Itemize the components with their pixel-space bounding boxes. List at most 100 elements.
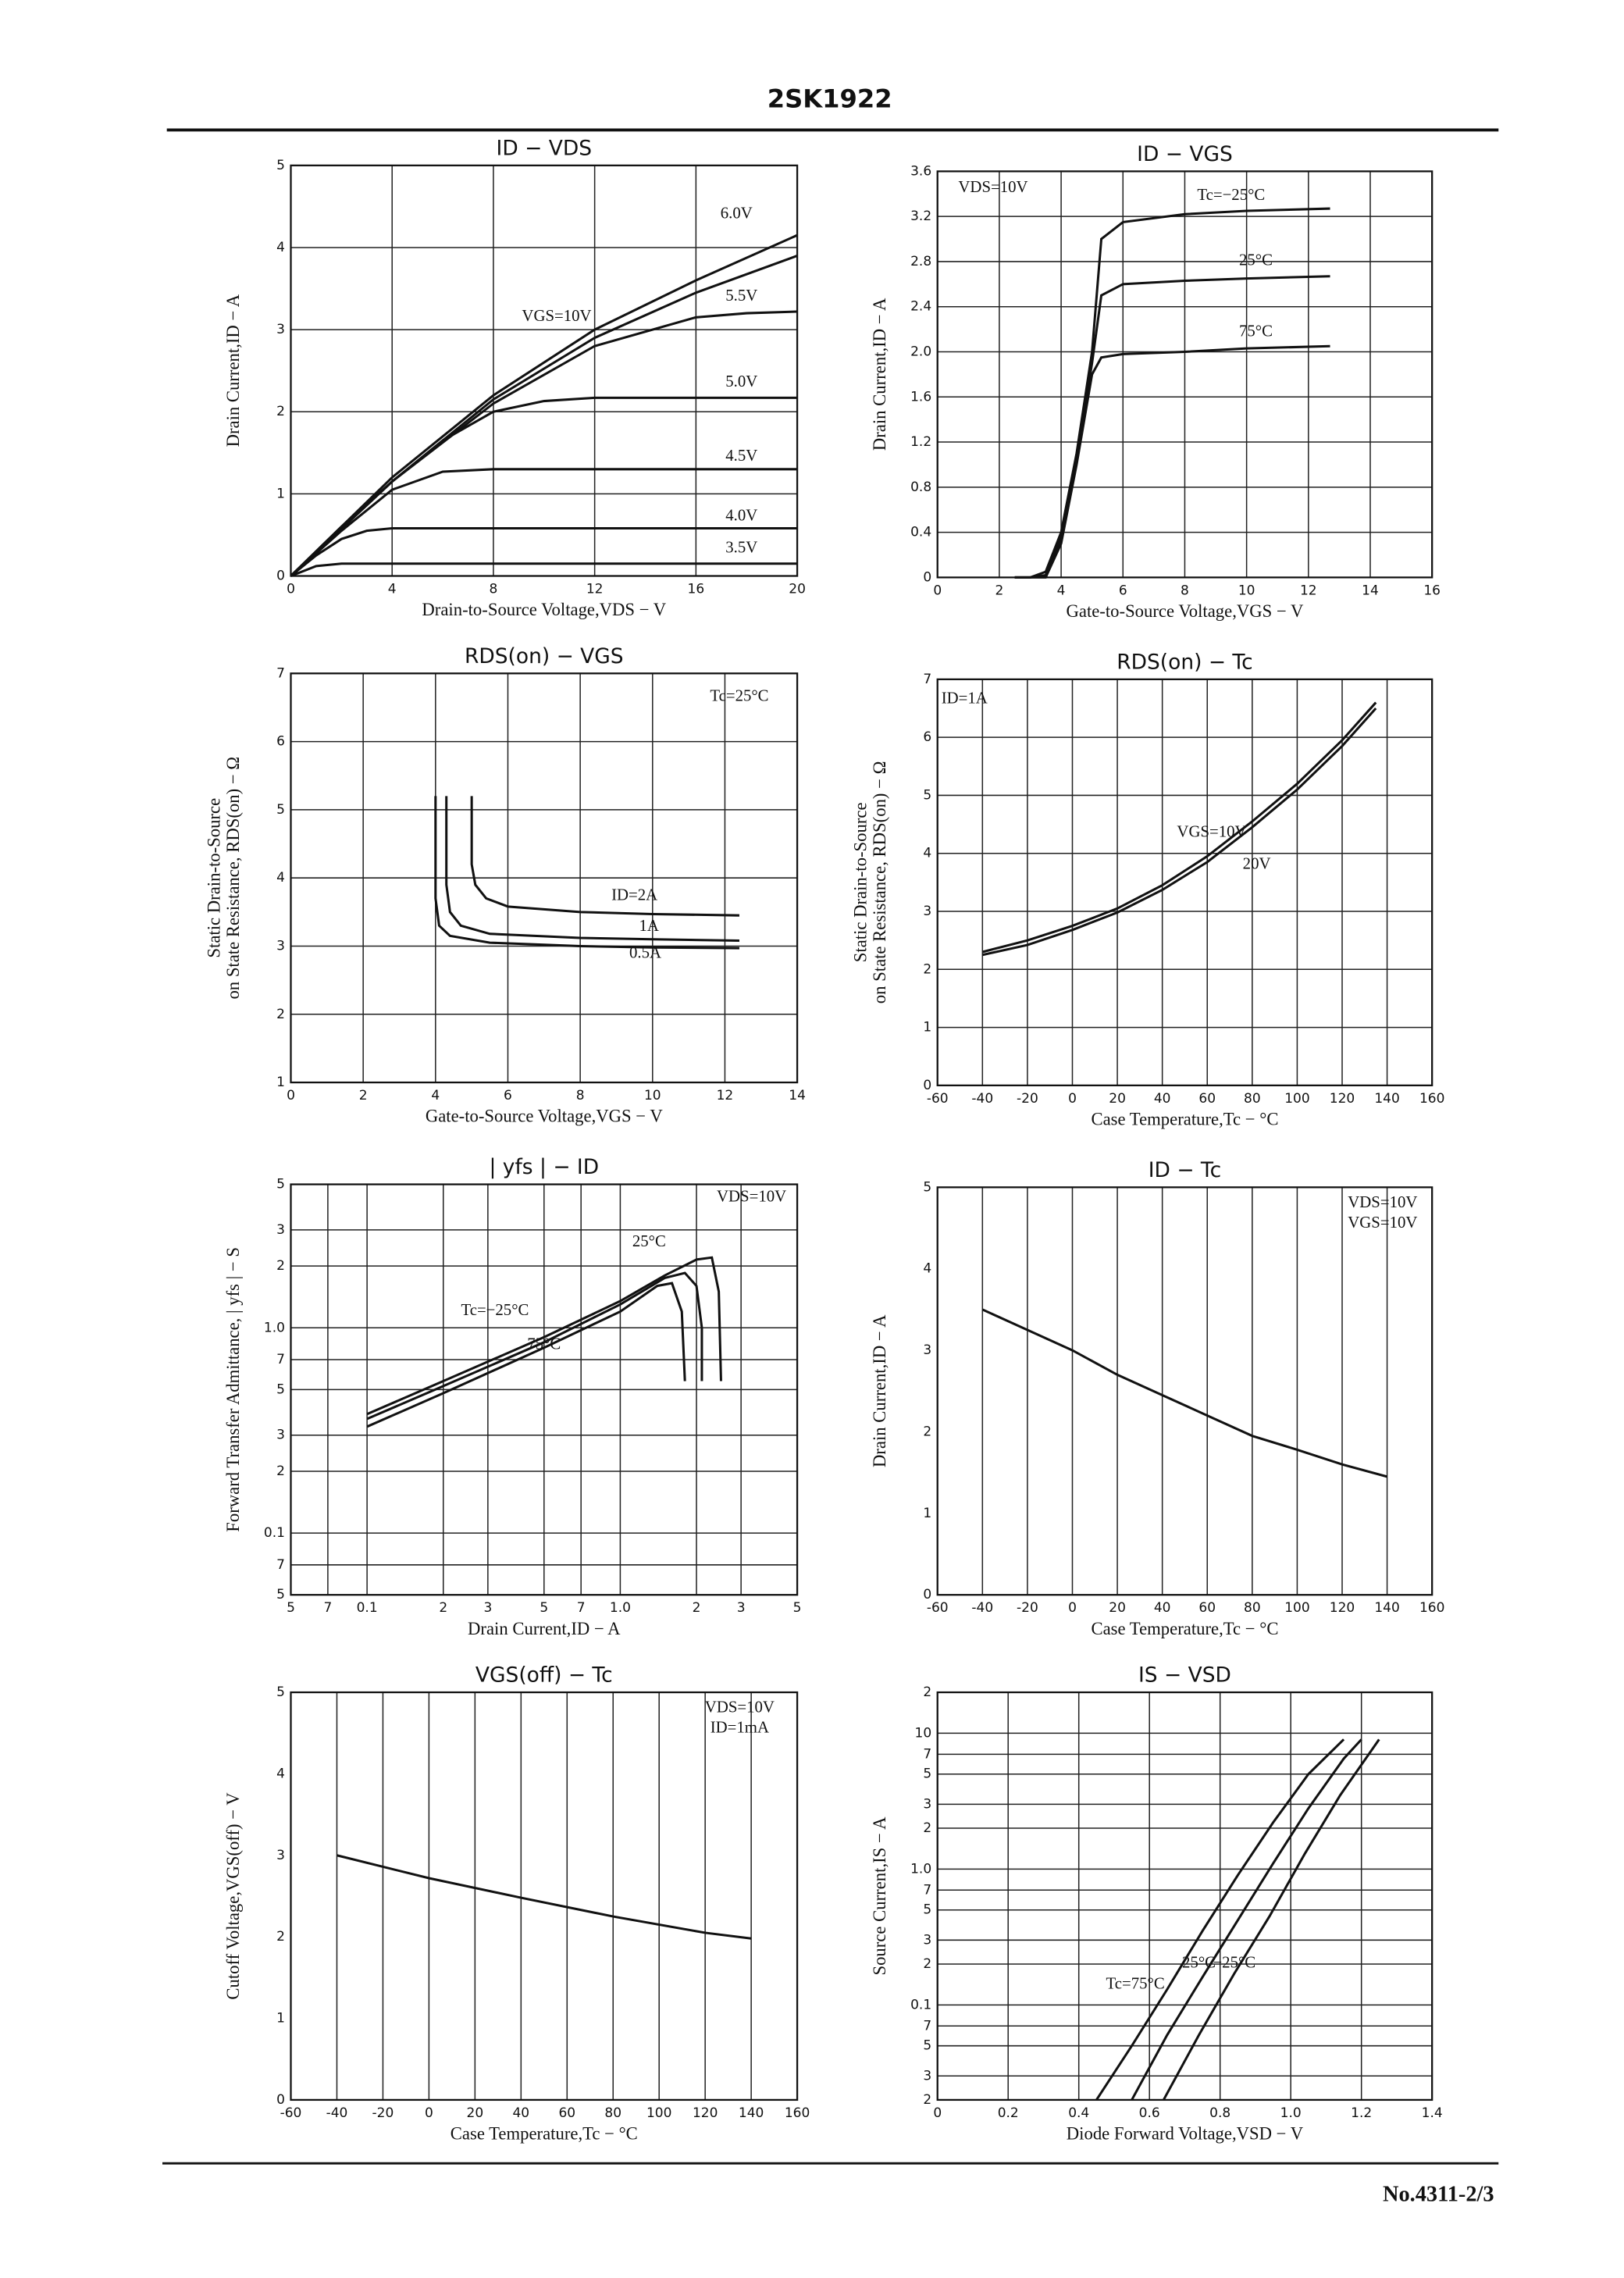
x-tick-label: 6 bbox=[1119, 583, 1127, 598]
curve bbox=[290, 255, 798, 577]
y-tick-label: 2 bbox=[923, 1424, 931, 1439]
chart-title: RDS(on) − VGS bbox=[465, 644, 624, 668]
curve bbox=[290, 468, 798, 577]
y-tick-label: 5 bbox=[276, 1177, 285, 1192]
y-tick-label: 3.6 bbox=[910, 163, 931, 179]
x-axis-label: Gate-to-Source Voltage,VGS − V bbox=[1066, 601, 1304, 621]
x-tick-label: -60 bbox=[280, 2105, 302, 2121]
y-tick-label: 2.0 bbox=[910, 344, 931, 359]
plot-frame bbox=[936, 1186, 1433, 1596]
y-axis-label: Drain Current,ID − A bbox=[223, 294, 243, 447]
x-tick-label: -60 bbox=[927, 1600, 949, 1616]
x-tick-label: 140 bbox=[1374, 1600, 1399, 1616]
y-tick-label: 0 bbox=[276, 2092, 285, 2108]
y-tick-label: 4 bbox=[276, 870, 285, 886]
page-code: No.4311-2/3 bbox=[1383, 2182, 1494, 2206]
y-tick-label: 7 bbox=[276, 1557, 285, 1573]
curve bbox=[470, 796, 739, 917]
y-tick-label: 0 bbox=[923, 569, 931, 585]
curve-label: VDS=10V bbox=[705, 1699, 775, 1717]
y-tick-label: 4 bbox=[276, 1766, 285, 1781]
x-tick-label: 1.2 bbox=[1351, 2105, 1372, 2121]
x-tick-label: 2 bbox=[693, 1600, 701, 1616]
x-tick-label: 12 bbox=[717, 1088, 734, 1103]
x-tick-label: -20 bbox=[1017, 1091, 1038, 1107]
y-tick-label: 2 bbox=[923, 1820, 931, 1836]
x-tick-label: 0 bbox=[1068, 1600, 1077, 1616]
x-tick-label: 2 bbox=[439, 1600, 447, 1616]
curve-label: ID=1A bbox=[942, 690, 988, 708]
y-tick-label: 5 bbox=[923, 787, 931, 803]
x-tick-label: 8 bbox=[490, 582, 498, 597]
y-tick-label: 1.0 bbox=[264, 1320, 285, 1335]
curve bbox=[1162, 1738, 1380, 2101]
y-tick-label: 3 bbox=[276, 938, 285, 954]
x-tick-label: 20 bbox=[789, 582, 806, 597]
x-tick-label: 100 bbox=[1284, 1600, 1309, 1616]
curve-label: 25°C bbox=[1182, 1954, 1216, 1972]
x-tick-label: 20 bbox=[467, 2105, 484, 2121]
curve-label: Tc=−25°C bbox=[461, 1301, 529, 1319]
x-tick-label: 140 bbox=[1374, 1091, 1399, 1107]
curve-label: 75°C bbox=[1239, 323, 1273, 340]
y-tick-label: 2 bbox=[276, 404, 285, 419]
x-axis-label: Case Temperature,Tc − °C bbox=[1091, 1109, 1278, 1128]
x-tick-label: 40 bbox=[512, 2105, 529, 2121]
curve-label: 3.5V bbox=[725, 539, 757, 557]
y-tick-label: 2 bbox=[276, 1258, 285, 1274]
y-axis-label: Forward Transfer Admittance, | yfs | − S bbox=[223, 1247, 243, 1532]
y-tick-label: 4 bbox=[923, 846, 931, 861]
plot-frame bbox=[936, 1691, 1433, 2102]
x-tick-label: 14 bbox=[1362, 583, 1379, 598]
y-tick-label: 6 bbox=[276, 734, 285, 750]
curve-label: 25°C bbox=[1239, 251, 1273, 269]
y-tick-label: 2.4 bbox=[910, 299, 931, 315]
curve-label: ID=2A bbox=[611, 886, 657, 904]
x-tick-label: -60 bbox=[927, 1091, 949, 1107]
curve bbox=[337, 1854, 752, 1940]
curve bbox=[366, 1282, 686, 1428]
curve-label: 5.0V bbox=[725, 373, 757, 390]
curve bbox=[1014, 275, 1330, 579]
curve bbox=[1095, 1738, 1345, 2101]
y-tick-label: 3 bbox=[276, 1222, 285, 1238]
x-tick-label: 12 bbox=[1300, 583, 1317, 598]
chart-title: IS − VSD bbox=[1138, 1663, 1231, 1688]
x-tick-label: 16 bbox=[1423, 583, 1441, 598]
curve-label: 0.5A bbox=[629, 944, 661, 962]
y-tick-label: 7 bbox=[923, 1746, 931, 1762]
x-tick-label: -20 bbox=[372, 2105, 394, 2121]
y-tick-label: 5 bbox=[276, 1381, 285, 1397]
curve bbox=[981, 707, 1377, 957]
curve-label: 75°C bbox=[527, 1335, 561, 1353]
x-tick-label: 40 bbox=[1154, 1600, 1171, 1616]
curve-label: 5.5V bbox=[725, 287, 757, 305]
y-tick-label: 10 bbox=[915, 1725, 932, 1741]
y-tick-label: 1 bbox=[276, 486, 285, 501]
y-axis-label: Static Drain-to-Source bbox=[850, 802, 870, 962]
x-tick-label: 1.0 bbox=[1280, 2105, 1302, 2121]
y-tick-label: 3 bbox=[923, 904, 931, 919]
y-tick-label: 3 bbox=[923, 1932, 931, 1948]
y-tick-label: 1 bbox=[923, 1506, 931, 1521]
x-tick-label: 0 bbox=[933, 2105, 942, 2121]
x-tick-label: 6 bbox=[504, 1088, 512, 1103]
x-tick-label: 2 bbox=[359, 1088, 368, 1103]
y-tick-label: 4 bbox=[923, 1261, 931, 1277]
y-axis-label: Drain Current,ID − A bbox=[870, 298, 889, 451]
y-tick-label: 1.2 bbox=[910, 434, 931, 450]
y-tick-label: 0.4 bbox=[910, 525, 931, 540]
y-tick-label: 3 bbox=[923, 1796, 931, 1812]
x-tick-label: 120 bbox=[693, 2105, 718, 2121]
y-axis-label: on State Resistance, RDS(on) − Ω bbox=[223, 757, 243, 1000]
x-tick-label: 160 bbox=[785, 2105, 810, 2121]
y-tick-label: 5 bbox=[923, 1766, 931, 1782]
x-tick-label: 160 bbox=[1419, 1600, 1444, 1616]
chart-title: ID − Tc bbox=[1149, 1158, 1221, 1182]
curve-label: VDS=10V bbox=[1348, 1193, 1417, 1211]
y-tick-label: 5 bbox=[923, 1179, 931, 1195]
y-tick-label: 2 bbox=[923, 2092, 931, 2108]
x-tick-label: 0 bbox=[933, 583, 942, 598]
